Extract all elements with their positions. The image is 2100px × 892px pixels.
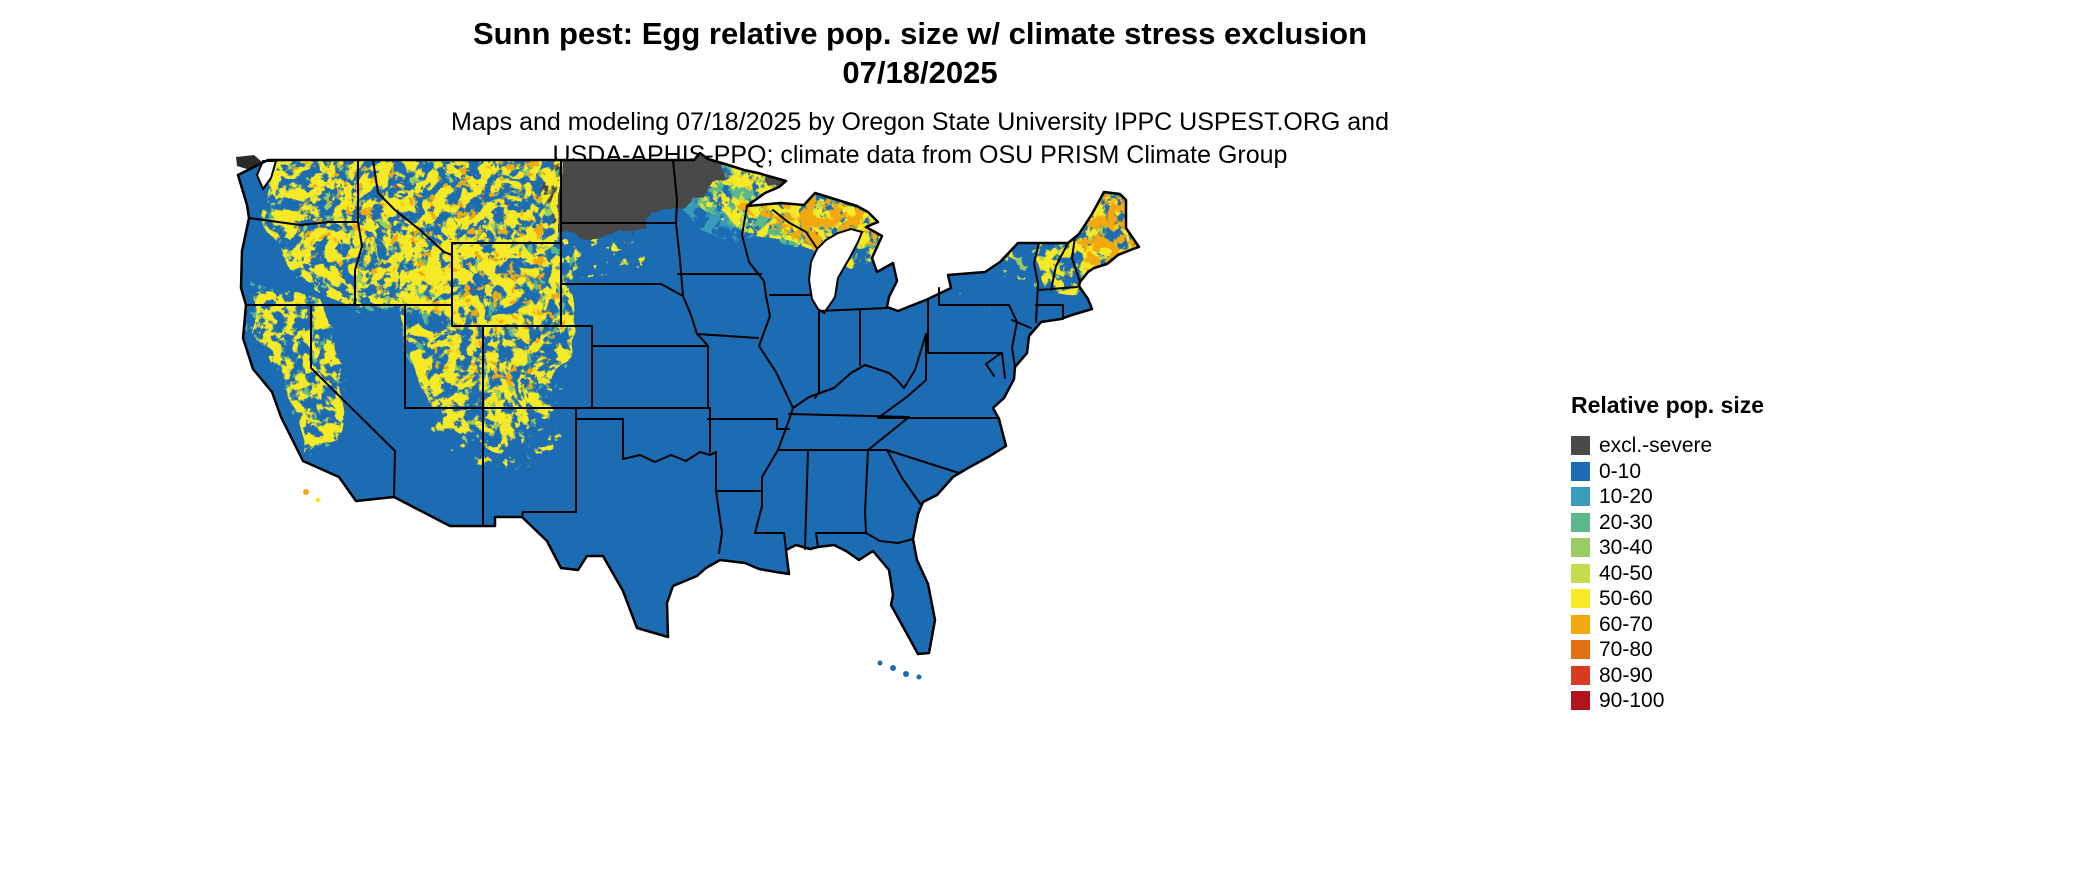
legend-swatch-30-40 [1571, 538, 1590, 558]
legend-entry-label: 80-90 [1599, 663, 1653, 687]
florida-key [916, 674, 922, 680]
legend-entry: 0-10 [1571, 459, 1764, 485]
legend-entry-label: 20-30 [1599, 510, 1653, 534]
legend-entry: 10-20 [1571, 484, 1764, 510]
legend-entries: excl.-severe 0-10 10-20 20-30 30-40 40-50 50-6… [1571, 433, 1764, 714]
legend-entry-label: 70-80 [1599, 638, 1653, 662]
legend-title: Relative pop. size [1571, 392, 1765, 418]
legend-entry: 50-60 [1571, 586, 1764, 612]
overlay-rockies-red [440, 252, 552, 380]
florida-key [877, 660, 883, 666]
overlay-sierra-orange [295, 330, 340, 440]
legend-swatch-70-80 [1571, 640, 1590, 660]
legend-entry: 30-40 [1571, 535, 1764, 561]
legend-entry-label: 50-60 [1599, 587, 1653, 611]
legend-swatch-excl.-severe [1571, 436, 1590, 456]
figure-subtitle-line1: Maps and modeling 07/18/2025 by Oregon S… [451, 108, 1389, 136]
legend-swatch-60-70 [1571, 614, 1590, 634]
overlay-nw-red [330, 162, 540, 255]
legend-entry-label: 60-70 [1599, 612, 1653, 636]
legend-swatch-50-60 [1571, 589, 1590, 609]
legend-swatch-80-90 [1571, 665, 1590, 685]
overlay-appalachia-yellow [940, 290, 1010, 330]
legend-entry-label: 40-50 [1599, 561, 1653, 585]
legend-swatch-20-30 [1571, 512, 1590, 532]
legend-entry-label: 10-20 [1599, 485, 1653, 509]
legend-swatch-10-20 [1571, 487, 1590, 507]
channel-island [303, 489, 309, 495]
figure-title-line2: 07/18/2025 [842, 55, 998, 90]
legend-entry: 60-70 [1571, 612, 1764, 638]
legend-entry: 70-80 [1571, 637, 1764, 663]
figure-title-line1: Sunn pest: Egg relative pop. size w/ cli… [472, 16, 1368, 51]
legend-entry: 40-50 [1571, 561, 1764, 587]
state-borders [245, 159, 1081, 554]
legend-swatch-40-50 [1571, 563, 1590, 583]
lake-michigan [807, 227, 864, 315]
overlay-maine-red [1080, 204, 1132, 284]
legend-entry-label: 0-10 [1599, 459, 1642, 483]
legend-swatch-0-10 [1571, 461, 1590, 481]
overlay-exclusion-minnesota [765, 155, 845, 197]
channel-island [315, 497, 321, 503]
overlay-blackhills-yellow [562, 236, 648, 278]
us-outline [236, 151, 1141, 656]
legend-entry: 80-90 [1571, 663, 1764, 689]
florida-key [903, 671, 909, 677]
legend-entry: 20-30 [1571, 510, 1764, 536]
overlay-az-nm-green [426, 398, 564, 472]
legend-entry-label: 30-40 [1599, 536, 1653, 560]
legend-entry-label: excl.-severe [1599, 434, 1713, 458]
legend-entry-label: 90-100 [1599, 689, 1665, 713]
legend-entry: 90-100 [1571, 688, 1764, 714]
florida-key [890, 665, 896, 671]
legend: Relative pop. size excl.-severe 0-10 10-20… [1571, 392, 1764, 714]
legend-swatch-90-100 [1571, 691, 1590, 711]
legend-entry: excl.-severe [1571, 433, 1764, 459]
